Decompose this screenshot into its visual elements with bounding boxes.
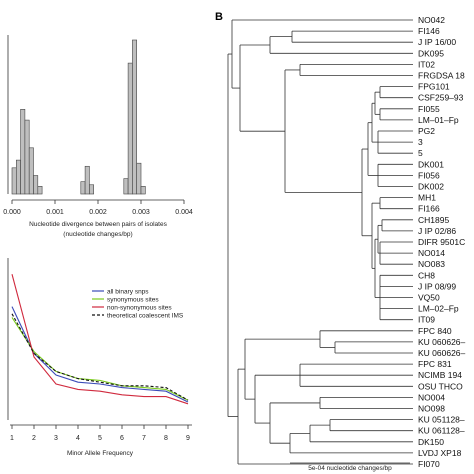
tree-leaf-label: LM–02–Fp [418,304,459,314]
tree-leaf-label: DIFR 9501C [418,237,465,247]
hist-bar [33,175,39,195]
tree-leaf-label: 3 [418,137,423,147]
hist-tick-label: 0.000 [3,209,21,216]
tree-leaf-label: LM–01–Fp [418,115,459,125]
hist-bar [123,178,129,195]
divergence-histogram: 0.000 0.001 0.002 0.003 0.004 Nucleotide div… [3,35,193,238]
tree-leaf-label: DK150 [418,437,444,447]
hist-xlabel: Nucleotide divergence between pairs of i… [29,221,167,228]
hist-bar [84,165,90,195]
hist-bar [37,186,43,195]
tree-leaf-label: NO014 [418,248,445,258]
tree-leaf-label: FI056 [418,170,440,180]
legend-label: all binary snps [107,288,149,295]
legend-label: theoretical coalescent IMS [107,312,184,319]
tree-leaf-label: J IP 16/00 [418,37,456,47]
line-tick-label: 3 [54,435,58,442]
tree-leaf-label: FI070 [418,459,440,469]
tree-leaf-label: VQ50 [418,293,440,303]
tree-leaf-label: CSF259–93 [418,93,464,103]
tree-leaf-label: KU 051128– [418,415,465,425]
tree-leaf-label: FI166 [418,204,440,214]
allele-frequency-chart: 1 2 3 4 5 6 7 8 9 Minor Allele Frequency all bin… [7,258,192,457]
line-xlabel: Minor Allele Frequency [67,450,134,457]
line-tick-label: 6 [120,435,124,442]
line-series [11,274,189,405]
tree-leaf-label: LVDJ XP18 [418,448,462,458]
hist-bar [80,181,86,195]
tree-leaf-label: KU 060626– [418,348,466,358]
tree-leaf-label: CH8 [418,270,435,280]
line-tick-label: 5 [98,435,102,442]
tree-leaf-label: DK002 [418,182,444,192]
line-tick-label: 8 [164,435,168,442]
tree-leaf-label: DK095 [418,48,444,58]
hist-bar [89,184,95,195]
tree-leaf-label: FPC 831 [418,359,452,369]
hist-tick-label: 0.002 [89,209,107,216]
tree-leaf-label: NO098 [418,404,445,414]
tree-leaf-label: MH1 [418,193,436,203]
series-line [11,306,189,403]
tree-leaf-label: CH1895 [418,215,449,225]
tree-leaf-label: DK001 [418,159,444,169]
tree-leaf-label: NO042 [418,15,445,25]
hist-tick-label: 0.004 [175,209,193,216]
hist-bar [20,109,26,195]
series-line [11,274,189,405]
tree-leaf-label: OSU THCO [418,381,463,391]
tree-leaf-label: NCIMB 194 [418,370,462,380]
hist-xlabel-2: (nucleotide changes/bp) [63,231,132,238]
hist-tick-label: 0.001 [46,209,64,216]
series-line [11,317,189,401]
tree-branches [227,19,413,465]
line-tick-label: 4 [76,435,80,442]
line-tick-label: 2 [32,435,36,442]
tree-leaf-label: PG2 [418,126,435,136]
hist-bars [11,39,146,195]
legend-label: non-synonymous sites [107,304,172,311]
tree-leaf-label: FPG101 [418,82,450,92]
series-line [11,313,189,401]
tree-scale-label: 5e-04 nucleotide changes/bp [308,465,392,472]
tree-leaf-label: FI146 [418,26,440,36]
line-tick-label: 9 [186,435,190,442]
hist-bar [11,167,17,195]
hist-bar [24,119,30,195]
tree-leaf-label: FRGDSA 18 [418,71,465,81]
tree-leaf-label: FI055 [418,104,440,114]
tree-leaf-label: J IP 08/99 [418,281,456,291]
hist-bar [15,159,21,195]
hist-ticks: 0.000 0.001 0.002 0.003 0.004 [3,200,193,216]
tree-leaf-label: J IP 02/86 [418,226,456,236]
tree-leaf-label: IT09 [418,315,435,325]
tree-leaf-label: 5 [418,148,423,158]
legend-label: synonymous sites [107,296,159,303]
hist-bar [28,147,34,195]
hist-bar [127,62,133,195]
hist-bar [132,39,137,195]
line-ticks: 1 2 3 4 5 6 7 8 9 [10,425,190,442]
tree-leaf-label: KU 061128– [418,426,465,436]
line-tick-label: 1 [10,435,14,442]
line-tick-label: 7 [142,435,146,442]
hist-bar [136,162,142,195]
panel-b-label: B [215,11,223,23]
hist-tick-label: 0.003 [132,209,150,216]
tree-leaf-label: NO083 [418,259,445,269]
tree-leaf-label: FPC 840 [418,326,452,336]
tree-leaf-label: KU 060626– [418,337,466,347]
tree-leaf-label: IT02 [418,59,435,69]
tree-leaf-label: NO004 [418,392,445,402]
hist-bar [140,186,146,195]
